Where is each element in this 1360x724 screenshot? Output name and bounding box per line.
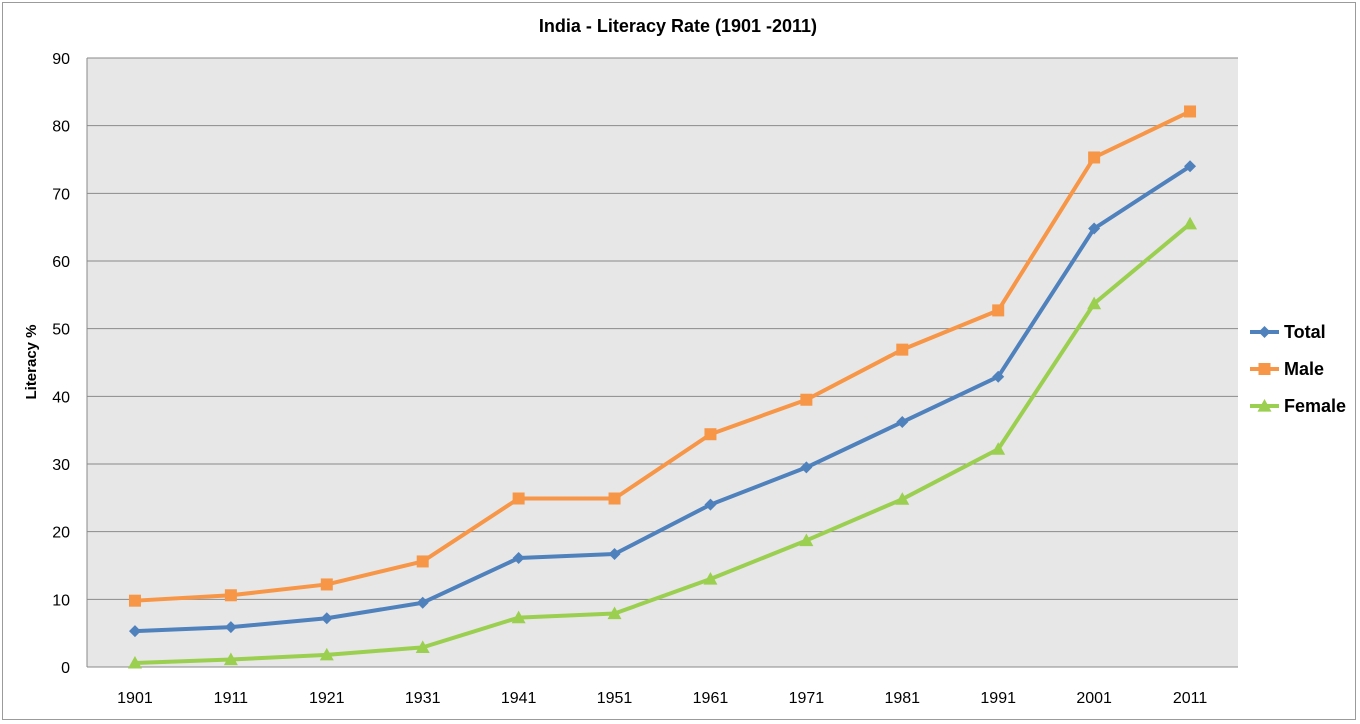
data-point-female — [415, 640, 430, 653]
y-tick-label: 90 — [52, 51, 70, 68]
x-tick-label: 1941 — [501, 690, 537, 707]
data-point-total — [608, 547, 621, 560]
data-point-female — [1183, 216, 1198, 230]
data-point-female — [607, 606, 622, 620]
legend-item-total: Total — [1250, 322, 1326, 342]
data-point-female — [127, 655, 142, 669]
y-tick-label: 80 — [52, 119, 70, 136]
legend-item-female: Female — [1250, 396, 1346, 416]
data-point-female — [511, 610, 526, 624]
data-point-female — [1087, 296, 1102, 310]
legend-label: Female — [1284, 396, 1346, 416]
y-tick-label: 20 — [52, 525, 70, 542]
series-line-total — [134, 164, 1192, 634]
data-point-male — [128, 594, 141, 607]
data-point-female — [703, 572, 718, 585]
plot-area — [87, 58, 1238, 667]
data-point-male — [992, 304, 1005, 317]
data-point-male — [416, 555, 429, 568]
data-point-male — [896, 343, 909, 356]
legend-item-male: Male — [1250, 359, 1324, 379]
data-point-female — [319, 647, 334, 661]
data-point-total — [800, 461, 813, 474]
y-axis-ticks: 0 10 20 30 40 50 60 70 80 90 — [52, 51, 70, 677]
data-point-female — [799, 533, 814, 547]
y-tick-label: 50 — [52, 322, 70, 339]
data-point-female — [223, 652, 238, 666]
legend-label: Total — [1284, 322, 1326, 342]
x-tick-label: 1931 — [405, 690, 441, 707]
series-layer — [127, 105, 1198, 669]
data-point-male — [608, 492, 621, 505]
x-tick-label: 1961 — [693, 690, 729, 707]
gridlines — [86, 57, 1238, 668]
x-tick-label: 2001 — [1076, 690, 1112, 707]
y-tick-label: 70 — [52, 186, 70, 203]
chart-title: India - Literacy Rate (1901 -2011) — [539, 16, 817, 36]
data-point-total — [416, 596, 429, 609]
series-line-female — [134, 222, 1192, 665]
series-line-male — [134, 109, 1191, 603]
data-point-male — [800, 393, 813, 406]
series-male — [128, 105, 1197, 607]
data-point-total — [128, 625, 141, 638]
y-tick-label: 10 — [52, 592, 70, 609]
x-tick-label: 1971 — [789, 690, 825, 707]
data-point-male — [1088, 151, 1101, 164]
x-tick-label: 1981 — [884, 690, 920, 707]
data-point-total — [704, 498, 717, 511]
y-tick-label: 40 — [52, 389, 70, 406]
legend-label: Male — [1284, 359, 1324, 379]
x-tick-label: 1911 — [214, 690, 249, 707]
y-axis-label: Literacy % — [23, 324, 40, 399]
x-tick-label: 1921 — [309, 690, 345, 707]
data-point-female — [895, 492, 910, 505]
data-point-male — [224, 589, 237, 602]
series-total — [128, 160, 1197, 638]
legend-swatch-marker — [1258, 326, 1271, 338]
data-point-male — [704, 428, 717, 441]
x-tick-label: 1991 — [980, 690, 1016, 707]
data-point-total — [320, 612, 333, 625]
y-tick-label: 30 — [52, 457, 70, 474]
data-point-total — [1088, 222, 1101, 235]
data-point-female — [991, 442, 1006, 455]
data-point-male — [512, 492, 525, 505]
x-tick-label: 1901 — [117, 690, 153, 707]
data-point-total — [512, 552, 525, 565]
legend-swatch-marker — [1258, 363, 1271, 375]
data-point-male — [1184, 105, 1197, 118]
x-tick-label: 2011 — [1173, 690, 1208, 707]
series-female — [127, 216, 1198, 669]
x-tick-label: 1951 — [597, 690, 633, 707]
data-point-total — [896, 416, 909, 429]
y-tick-label: 0 — [61, 660, 70, 677]
data-point-total — [224, 621, 237, 634]
x-axis-ticks: 1901 1911 1921 1931 1941 1951 1961 1971 1981 1991… — [117, 690, 1207, 707]
data-point-total — [1184, 160, 1197, 173]
legend: Total Male Female — [1250, 322, 1346, 416]
legend-swatch-marker — [1257, 399, 1272, 412]
data-point-total — [992, 370, 1005, 383]
data-point-male — [320, 578, 333, 591]
y-tick-label: 60 — [52, 254, 70, 271]
